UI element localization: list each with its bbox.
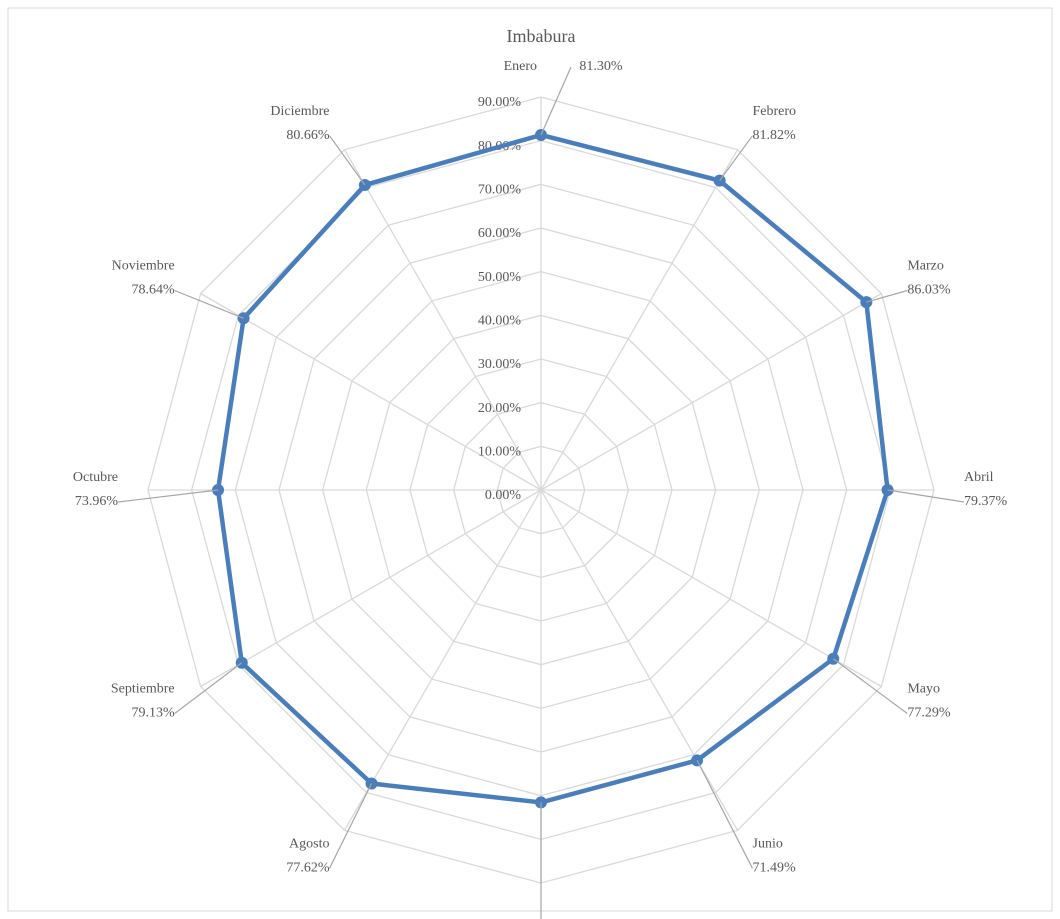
- category-label: Junio: [753, 837, 783, 852]
- value-label: 77.29%: [907, 706, 951, 721]
- leader-line: [887, 489, 965, 503]
- category-label: Febrero: [753, 104, 797, 119]
- value-label: 73.96%: [75, 494, 119, 509]
- spoke: [200, 489, 542, 688]
- spoke: [200, 292, 542, 491]
- leader-line: [719, 135, 753, 181]
- y-tick-label: 30.00%: [478, 357, 522, 372]
- value-label: 81.30%: [579, 59, 623, 74]
- category-label: Noviembre: [112, 259, 175, 274]
- spoke: [540, 292, 882, 491]
- value-label: 81.82%: [753, 128, 797, 143]
- spoke: [540, 489, 739, 831]
- leader-line: [696, 760, 754, 869]
- category-label: Abril: [964, 470, 994, 485]
- category-label: Agosto: [289, 837, 329, 852]
- spoke: [343, 149, 542, 491]
- leader-line: [117, 489, 219, 503]
- spoke: [540, 149, 739, 491]
- y-tick-label: 10.00%: [478, 445, 522, 460]
- y-tick-label: 90.00%: [478, 95, 522, 110]
- category-label: Enero: [504, 59, 537, 74]
- y-tick-label: 50.00%: [478, 270, 522, 285]
- value-label: 80.66%: [286, 128, 330, 143]
- y-tick-label: 40.00%: [478, 314, 522, 329]
- y-tick-label: 20.00%: [478, 401, 522, 416]
- leader-line: [174, 662, 243, 714]
- leader-line: [540, 66, 572, 136]
- category-label: Octubre: [73, 470, 118, 485]
- leader-line: [174, 289, 244, 319]
- value-label: 86.03%: [907, 283, 951, 298]
- y-tick-label: 60.00%: [478, 226, 522, 241]
- chart-title: Imbabura: [507, 26, 576, 46]
- spoke: [343, 489, 542, 831]
- y-tick-label: 70.00%: [478, 183, 522, 198]
- leader-line: [832, 658, 908, 714]
- chart-border: [7, 7, 1053, 912]
- y-tick-label: 0.00%: [485, 488, 522, 503]
- value-label: 79.37%: [964, 494, 1008, 509]
- category-label: Mayo: [907, 682, 940, 697]
- category-label: Diciembre: [270, 104, 329, 119]
- value-label: 77.62%: [286, 861, 330, 876]
- category-label: Marzo: [907, 259, 944, 274]
- value-label: 71.49%: [753, 861, 797, 876]
- category-label: Septiembre: [111, 682, 175, 697]
- leader-line: [329, 135, 366, 186]
- leader-line: [866, 289, 908, 303]
- value-label: 79.13%: [131, 706, 175, 721]
- spoke: [540, 489, 882, 688]
- leader-line: [328, 783, 373, 869]
- value-label: 78.64%: [131, 283, 175, 298]
